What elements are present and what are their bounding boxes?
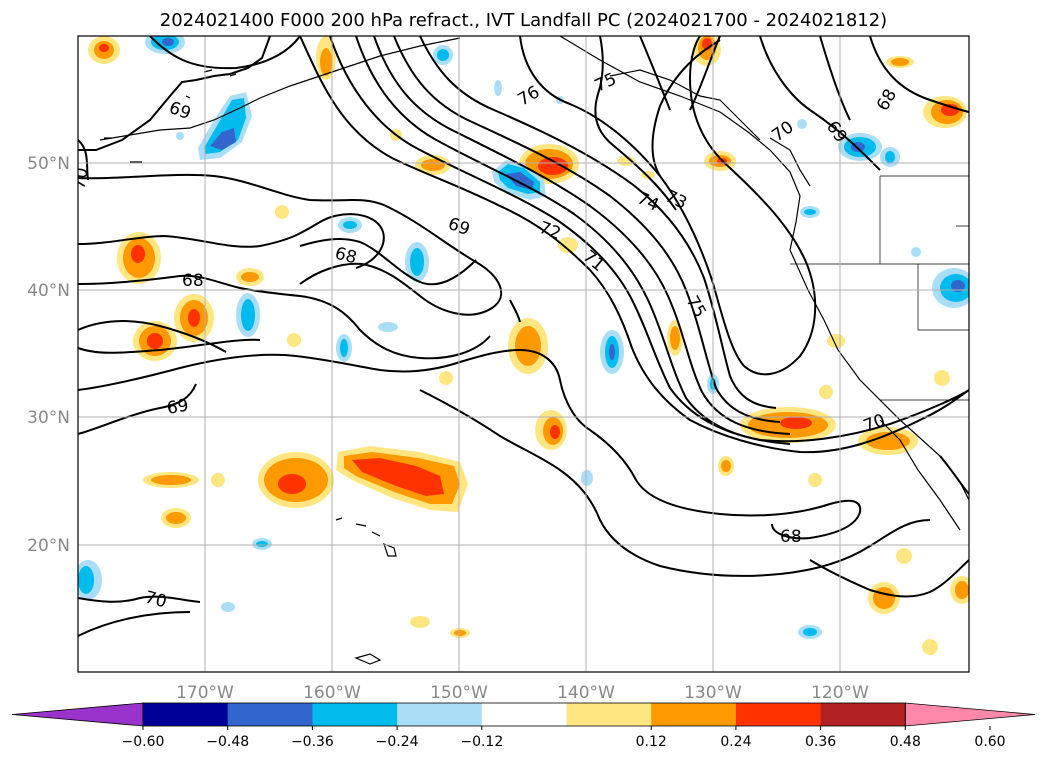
gridlines — [78, 36, 969, 672]
colorbar-extend-low — [11, 702, 144, 727]
contour-lines — [78, 36, 969, 637]
lat-label: 40°N — [27, 281, 70, 301]
colorbar-swatch — [820, 703, 906, 726]
colorbar-tick-label: 0.12 — [636, 734, 667, 750]
lon-label: 160°W — [303, 683, 361, 703]
colorbar-swatch — [143, 703, 229, 726]
colorbar-swatch — [651, 703, 737, 726]
colorbar-swatch — [566, 703, 652, 726]
colorbar-tick-label: −0.24 — [376, 734, 419, 750]
lat-label: 20°N — [27, 536, 70, 556]
latitude-labels: 50°N 40°N 30°N 20°N — [27, 154, 70, 556]
colorbar-tick-label: −0.36 — [291, 734, 334, 750]
colorbar-swatch — [227, 703, 313, 726]
colorbar-tick-label: 0.48 — [890, 734, 921, 750]
colorbar-tick-label: 0.24 — [720, 734, 751, 750]
colorbar-extend-high — [904, 702, 1036, 727]
colorbar-swatch — [735, 703, 822, 726]
colorbar-tick-label: 0.36 — [805, 734, 836, 750]
contour-label: 68 — [182, 271, 204, 291]
colorbar-tick-label: 0.60 — [974, 734, 1005, 750]
negative-anomaly-fills — [78, 36, 969, 639]
map-frame — [77, 35, 970, 673]
colorbar-swatch — [481, 703, 567, 726]
contour-label: 69 — [165, 395, 190, 418]
lon-label: 140°W — [557, 683, 615, 703]
lon-label: 150°W — [430, 683, 488, 703]
colorbar-swatch — [397, 703, 483, 726]
colorbar: −0.60 −0.48 −0.36 −0.24 −0.12 0.12 0.24 0.36 0.4… — [11, 702, 1036, 750]
colorbar-tick-label: −0.48 — [206, 734, 249, 750]
lat-label: 50°N — [27, 154, 70, 174]
colorbar-frame — [142, 702, 906, 727]
lat-label: 30°N — [27, 408, 70, 428]
contour-label: 70 — [69, 166, 92, 191]
lon-label: 170°W — [176, 683, 234, 703]
lon-label: 120°W — [811, 683, 869, 703]
map-title: 2024021400 F000 200 hPa refract., IVT La… — [159, 10, 888, 31]
colorbar-tick-label: −0.60 — [122, 734, 165, 750]
colorbar-swatch — [312, 703, 398, 726]
borders — [790, 175, 969, 401]
longitude-labels: 170°W 160°W 150°W 140°W 130°W 120°W — [176, 683, 869, 703]
contour-label: 68 — [780, 527, 802, 547]
colorbar-tick-label: −0.12 — [460, 734, 503, 750]
lon-label: 130°W — [684, 683, 742, 703]
